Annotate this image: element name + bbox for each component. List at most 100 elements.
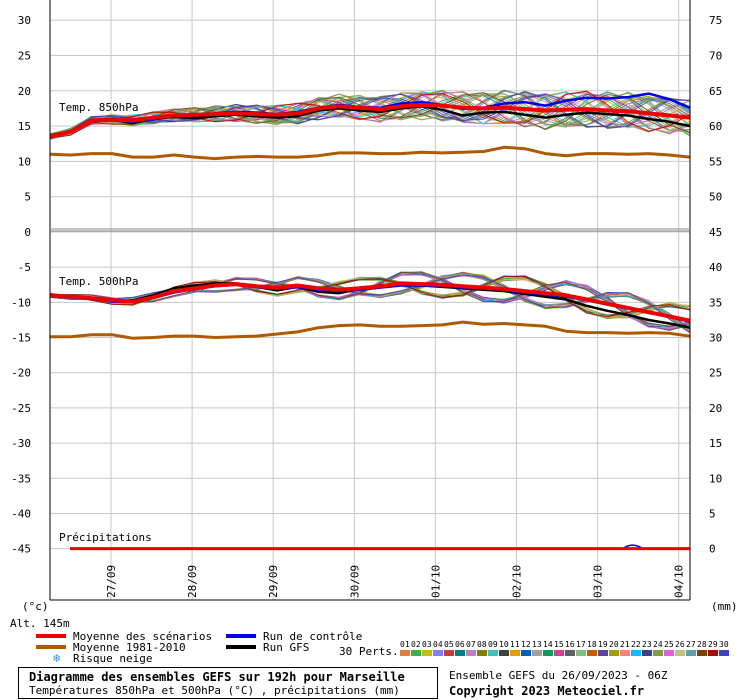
tick-right-850: 45 <box>709 226 722 239</box>
pert-number: 26 <box>675 640 685 649</box>
chart-subtitle: Températures 850hPa et 500hPa (°C) , pré… <box>29 684 400 697</box>
pert-swatch <box>664 650 674 656</box>
pert-number: 08 <box>477 640 487 649</box>
pert-swatch <box>565 650 575 656</box>
tick-right-500: 35 <box>709 296 722 309</box>
pert-swatch <box>422 650 432 656</box>
tick-left-500: -10 <box>11 296 31 309</box>
tick-left-500: -40 <box>11 507 31 520</box>
legend-snow-risk: Risque neige <box>73 652 152 665</box>
label-850: Temp. 850hPa <box>59 101 138 114</box>
pert-swatch <box>576 650 586 656</box>
tick-left-850: 20 <box>18 85 31 98</box>
middle-series-0 <box>49 281 691 323</box>
tick-date: 29/09 <box>267 565 280 598</box>
pert-number: 13 <box>532 640 542 649</box>
tick-right-500: 5 <box>709 507 716 520</box>
pert-number: 11 <box>510 640 520 649</box>
pert-number: 24 <box>653 640 663 649</box>
tick-date: 30/09 <box>348 565 361 598</box>
ensemble-member <box>49 90 691 137</box>
tick-right-500: 20 <box>709 402 722 415</box>
tick-right-850: 65 <box>709 85 722 98</box>
pert-swatch <box>631 650 641 656</box>
tick-left-850: 30 <box>18 14 31 27</box>
pert-swatch <box>543 650 553 656</box>
upper-series-1 <box>49 145 691 161</box>
pert-swatch <box>521 650 531 656</box>
tick-left-850: 10 <box>18 155 31 168</box>
tick-date: 04/10 <box>673 565 686 598</box>
legend-gfs-run: Run GFS <box>263 641 309 654</box>
pert-number: 10 <box>499 640 509 649</box>
tick-left-500: 0 <box>24 226 31 239</box>
pert-swatch <box>697 650 707 656</box>
ensemble-member <box>49 91 691 140</box>
pert-swatch <box>444 650 454 656</box>
pert-number: 27 <box>686 640 696 649</box>
tick-left-850: 15 <box>18 120 31 133</box>
pert-swatch <box>554 650 564 656</box>
tick-left-500: -20 <box>11 367 31 380</box>
pert-number: 15 <box>554 640 564 649</box>
grid-lines <box>50 0 690 600</box>
pert-number: 28 <box>697 640 707 649</box>
plot-frame <box>49 0 691 601</box>
tick-right-850: 50 <box>709 191 722 204</box>
tick-right-850: 75 <box>709 14 722 27</box>
tick-left-500: -25 <box>11 402 31 415</box>
legend-perts-label: 30 Perts. <box>339 645 399 658</box>
tick-left-500: -15 <box>11 332 31 345</box>
legend-mean-scenarios: Moyenne des scénarios <box>73 630 212 643</box>
legend: Moyenne des scénarios Moyenne 1981-2010 … <box>36 630 729 665</box>
pert-number: 19 <box>598 640 608 649</box>
tick-left-500: -5 <box>18 261 31 274</box>
tick-right-500: 10 <box>709 472 722 485</box>
chart-title: Diagramme des ensembles GEFS sur 192h po… <box>29 670 405 684</box>
pert-number: 23 <box>642 640 652 649</box>
pert-number: 14 <box>543 640 553 649</box>
pert-number: 18 <box>587 640 597 649</box>
pert-number: 07 <box>466 640 476 649</box>
tick-right-500: 25 <box>709 367 722 380</box>
altitude: Alt. 145m <box>10 617 70 630</box>
tick-right-500: 0 <box>709 543 716 556</box>
middle-series-1 <box>50 320 691 340</box>
run-info-block: Ensemble GEFS du 26/09/2023 - 06Z Copyri… <box>449 669 739 699</box>
run-info: Ensemble GEFS du 26/09/2023 - 06Z <box>449 669 668 682</box>
copyright: Copyright 2023 Meteociel.fr <box>449 684 645 698</box>
pert-swatch <box>719 650 729 656</box>
pert-number: 04 <box>433 640 443 649</box>
tick-date: 28/09 <box>186 565 199 598</box>
pert-swatch <box>532 650 542 656</box>
tick-date: 01/10 <box>429 565 442 598</box>
pert-swatch <box>686 650 696 656</box>
title-box: Diagramme des ensembles GEFS sur 192h po… <box>18 667 438 699</box>
pert-number: 30 <box>719 640 729 649</box>
pert-number: 16 <box>565 640 575 649</box>
pert-swatch <box>510 650 520 656</box>
ensemble-member <box>49 274 691 332</box>
label-precip: Précipitations <box>59 531 152 544</box>
label-500: Temp. 500hPa <box>59 275 138 288</box>
pert-number: 05 <box>444 640 454 649</box>
pert-swatch <box>466 650 476 656</box>
pert-number: 09 <box>488 640 498 649</box>
tick-left-850: 25 <box>18 49 31 62</box>
pert-swatch <box>642 650 652 656</box>
pert-number: 25 <box>664 640 674 649</box>
ensemble-member <box>49 274 691 334</box>
tick-right-850: 60 <box>709 120 722 133</box>
tick-right-850: 55 <box>709 155 722 168</box>
tick-left-500: -30 <box>11 437 31 450</box>
ensemble-member <box>49 90 691 139</box>
pert-swatch <box>400 650 410 656</box>
pert-number: 01 <box>400 640 410 649</box>
tick-date: 03/10 <box>592 565 605 598</box>
pert-swatch <box>653 650 663 656</box>
legend-control-run: Run de contrôle <box>263 630 362 643</box>
pert-swatch <box>411 650 421 656</box>
tick-labels: 30252015105757065605550450-5-10-15-20-25… <box>11 14 722 598</box>
tick-left-500: -35 <box>11 472 31 485</box>
